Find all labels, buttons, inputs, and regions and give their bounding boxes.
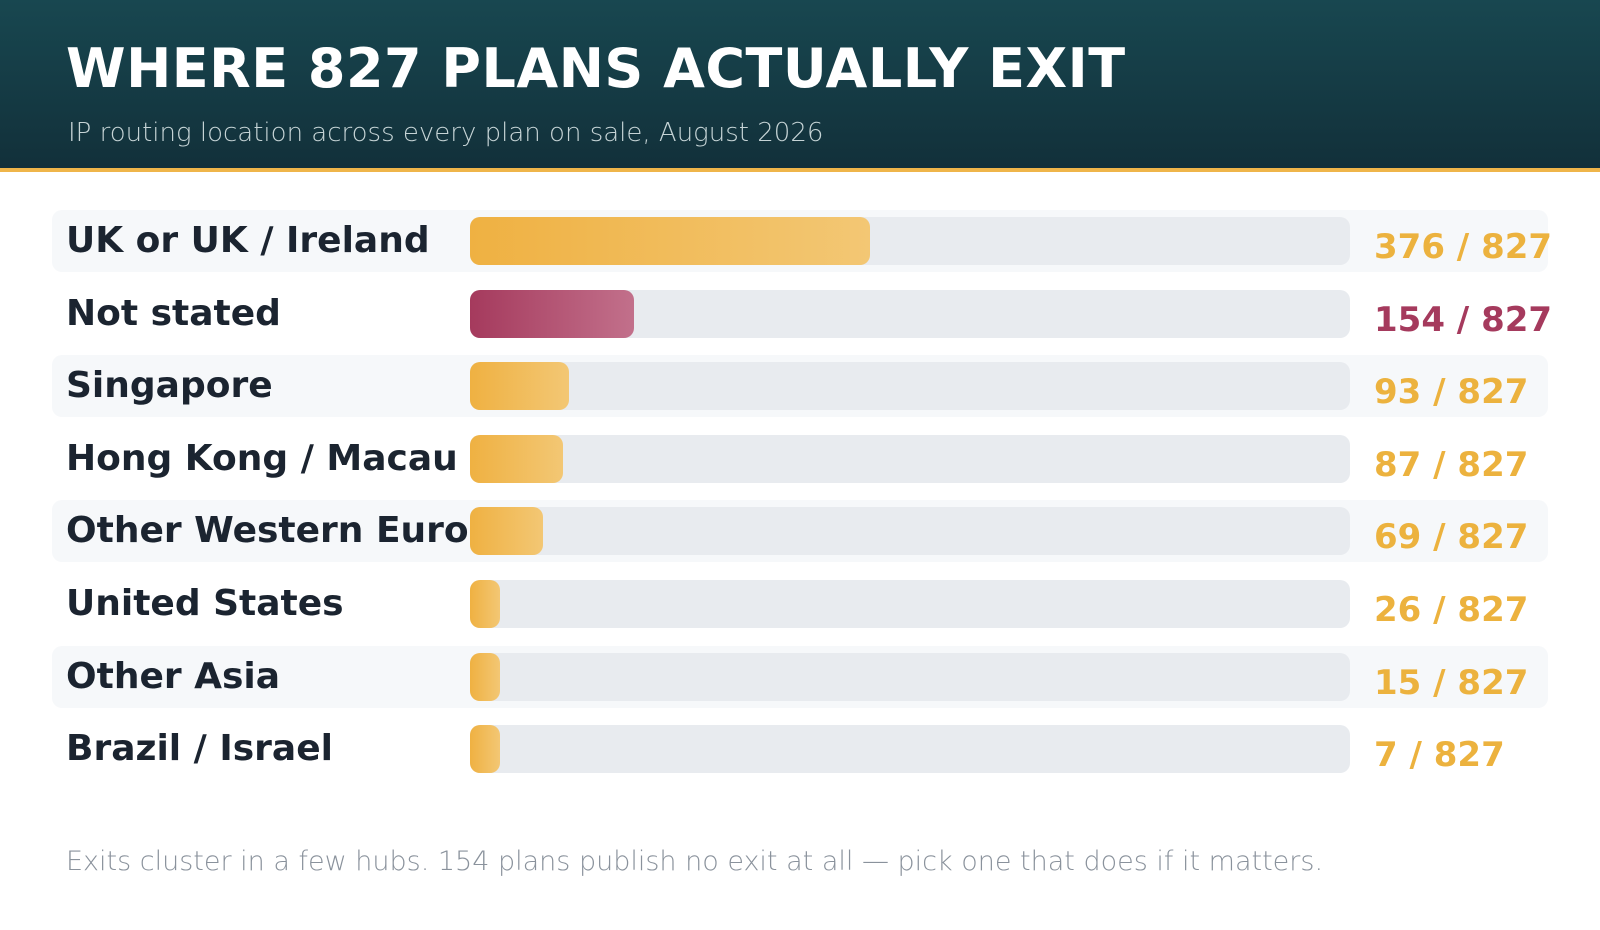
bar — [470, 507, 544, 556]
value-label: 7 / 827 — [1374, 735, 1505, 776]
chart-title: WHERE 827 PLANS ACTUALLY EXIT — [66, 37, 1126, 100]
category-label: Brazil / Israel — [66, 728, 333, 770]
category-label: UK or UK / Ireland — [66, 220, 430, 261]
bar — [470, 289, 634, 338]
value-label: 154 / 827 — [1374, 299, 1553, 340]
chart-header: WHERE 827 PLANS ACTUALLY EXIT IP routing… — [0, 0, 1600, 172]
bar — [470, 434, 563, 483]
value-label: 87 / 827 — [1374, 444, 1529, 485]
category-label: Other Western Europe — [66, 510, 519, 552]
bar-track — [470, 362, 1350, 411]
bar-track — [470, 580, 1350, 628]
bar — [470, 580, 500, 628]
bar — [470, 362, 569, 411]
bar-track — [470, 507, 1350, 556]
category-label: Singapore — [66, 365, 273, 407]
bar-track — [470, 725, 1350, 774]
value-label: 93 / 827 — [1374, 372, 1529, 413]
bar — [470, 217, 871, 265]
value-label: 376 / 827 — [1374, 227, 1553, 267]
category-label: United States — [66, 583, 344, 624]
category-label: Hong Kong / Macau — [66, 437, 458, 479]
value-label: 26 / 827 — [1374, 590, 1529, 630]
bar — [470, 725, 500, 774]
chart-footnote: Exits cluster in a few hubs. 154 plans p… — [66, 846, 1324, 877]
bar-track — [470, 434, 1350, 483]
value-label: 69 / 827 — [1374, 517, 1529, 558]
category-label: Other Asia — [66, 655, 281, 697]
value-label: 15 / 827 — [1374, 662, 1529, 703]
chart-subtitle: IP routing location across every plan on… — [68, 118, 824, 148]
bar — [470, 652, 500, 701]
bar-track — [470, 652, 1350, 701]
category-label: Not stated — [66, 292, 281, 334]
